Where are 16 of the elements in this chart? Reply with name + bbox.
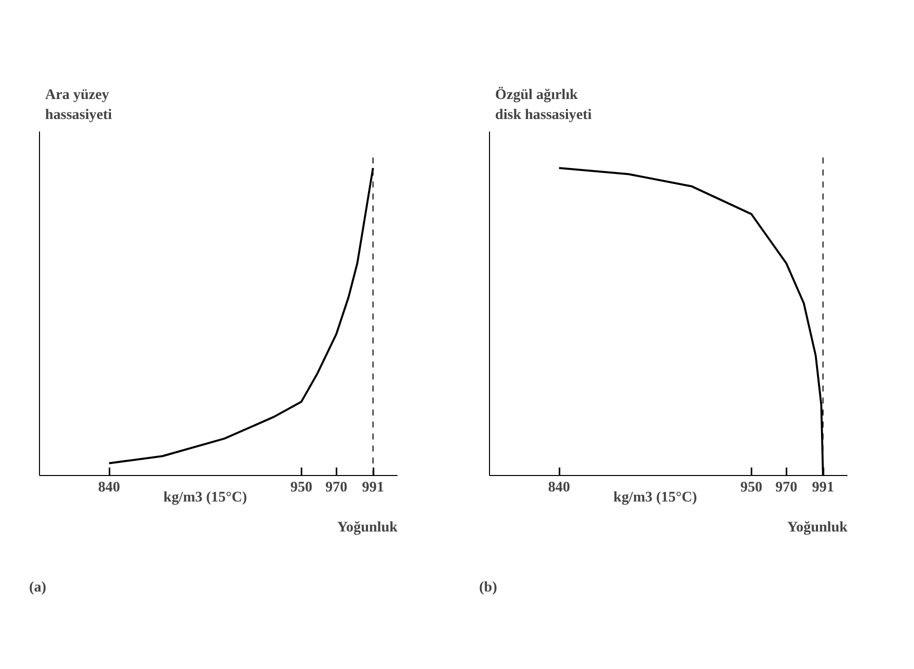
x-axis-title: Yoğunluk [337,520,398,536]
x-tick-label: 840 [98,480,120,496]
y-axis-title: Özgül ağırlık disk hassasiyeti [495,86,592,124]
x-tick-label: 991 [812,480,834,496]
text: (a) [29,580,46,596]
x-tick-label: 950 [740,480,762,496]
x-axis-title: Yoğunluk [787,520,848,536]
text: kg/m3 (15°C) [163,490,248,506]
x-tick-label: 970 [775,480,798,496]
x-tick-label: 970 [325,480,348,496]
text: kg/m3 (15°C) [613,490,698,506]
text: (b) [479,580,498,596]
x-tick-label: 840 [548,480,570,496]
y-axis-title: Ara yüzey hassasiyeti [45,87,112,124]
x-tick-label: 950 [290,480,312,496]
x-tick-label: 991 [362,480,384,496]
